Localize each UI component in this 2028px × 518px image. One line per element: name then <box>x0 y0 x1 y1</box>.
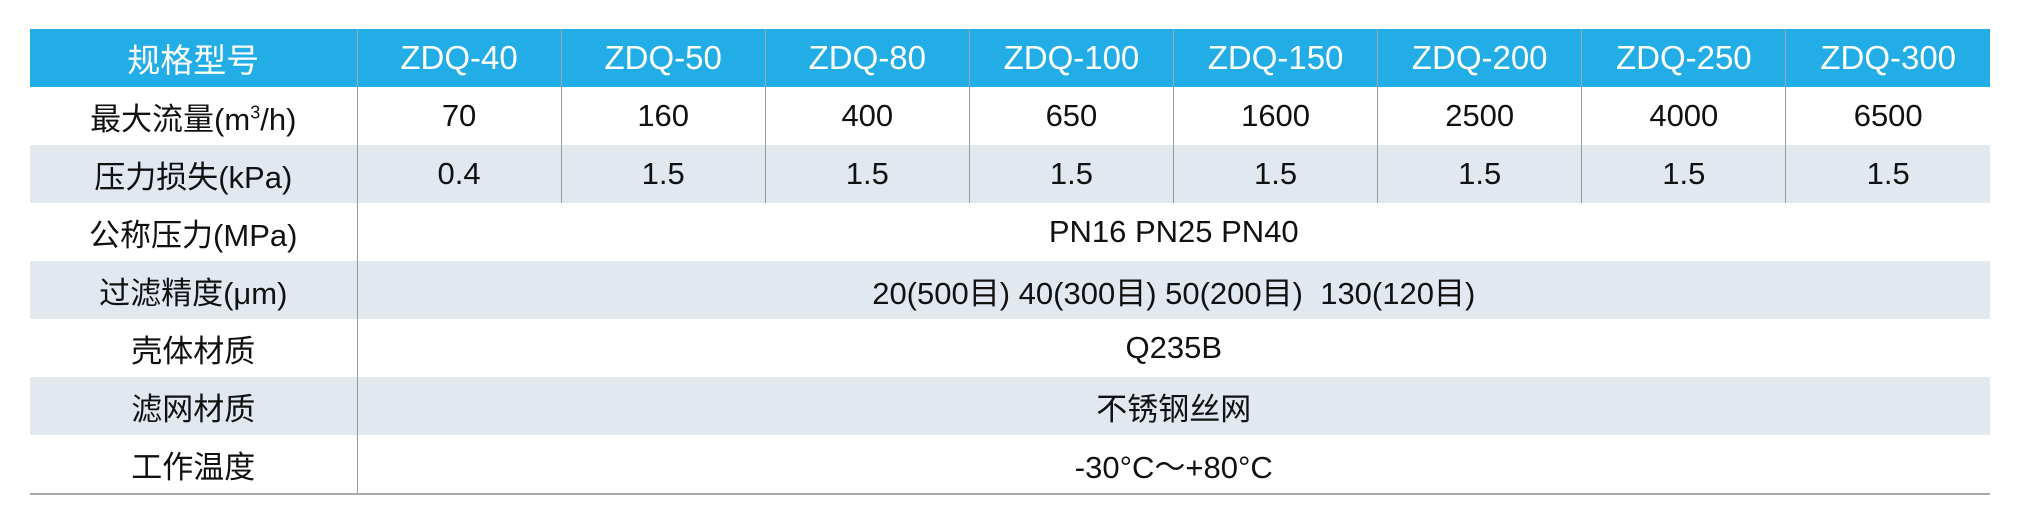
cell: 1.5 <box>1172 145 1378 203</box>
filter-precision-row: 过滤精度(μm) 20(500目) 40(300目) 50(200目) 130(… <box>30 261 1990 319</box>
row-label: 壳体材质 <box>131 333 256 369</box>
header-label: 规格型号 <box>30 29 357 87</box>
cell: 6500 <box>1785 87 1990 145</box>
model-header: ZDQ-250 <box>1581 29 1786 87</box>
housing-material-row: 壳体材质 Q235B <box>30 319 1990 377</box>
row-label: 公称压力(MPa) <box>89 217 298 253</box>
cell: 1.5 <box>764 145 970 203</box>
cell: Q235B <box>356 319 1990 377</box>
working-temp-row: 工作温度 -30°C～+80°C <box>30 435 1990 495</box>
cell: 1600 <box>1172 87 1378 145</box>
cell: 20(500目) 40(300目) 50(200目) 130(120目) <box>356 261 1990 319</box>
model-header: ZDQ-300 <box>1785 29 1990 87</box>
cell: 1.5 <box>560 145 766 203</box>
mesh-material-row: 滤网材质 不锈钢丝网 <box>30 377 1990 435</box>
model-header: ZDQ-200 <box>1377 29 1582 87</box>
label-text: 最大流量(m <box>90 101 251 137</box>
cell: 160 <box>560 87 766 145</box>
cell: 1.5 <box>1581 145 1786 203</box>
row-label: 过滤精度(μm) <box>30 261 357 319</box>
row-label: 滤网材质 <box>30 377 357 435</box>
cell: 2500 <box>1377 87 1582 145</box>
model-header: ZDQ-40 <box>356 29 562 87</box>
pressure-loss-row: 压力损失(kPa) 0.4 1.5 1.5 1.5 1.5 1.5 1.5 1.… <box>30 145 1990 203</box>
cell: 650 <box>968 87 1174 145</box>
cell: PN16 PN25 PN40 <box>356 203 1990 261</box>
row-label: 最大流量(m3/h) <box>30 87 357 145</box>
model-header: ZDQ-100 <box>968 29 1174 87</box>
cell: 0.4 <box>356 145 562 203</box>
cell: 4000 <box>1581 87 1786 145</box>
cell: 1.5 <box>1377 145 1582 203</box>
header-row: 规格型号 ZDQ-40 ZDQ-50 ZDQ-80 ZDQ-100 ZDQ-15… <box>30 29 1990 87</box>
label-sup: 3 <box>250 102 261 123</box>
row-label: 工作温度 <box>30 435 357 495</box>
label-text: /h) <box>260 101 297 137</box>
model-header: ZDQ-150 <box>1172 29 1378 87</box>
model-header: ZDQ-80 <box>764 29 970 87</box>
model-header: ZDQ-50 <box>560 29 766 87</box>
cell: -30°C～+80°C <box>356 435 1990 495</box>
cell: 70 <box>356 87 562 145</box>
spec-table: 规格型号 ZDQ-40 ZDQ-50 ZDQ-80 ZDQ-100 ZDQ-15… <box>30 29 1990 495</box>
cell: 1.5 <box>968 145 1174 203</box>
cell: 1.5 <box>1785 145 1990 203</box>
cell: 不锈钢丝网 <box>356 377 1990 435</box>
row-label: 压力损失(kPa) <box>30 145 357 203</box>
max-flow-row: 最大流量(m3/h) 70 160 400 650 1600 2500 4000… <box>30 87 1990 145</box>
nominal-pressure-row: 公称压力(MPa) PN16 PN25 PN40 <box>30 203 1990 261</box>
cell: 400 <box>764 87 970 145</box>
